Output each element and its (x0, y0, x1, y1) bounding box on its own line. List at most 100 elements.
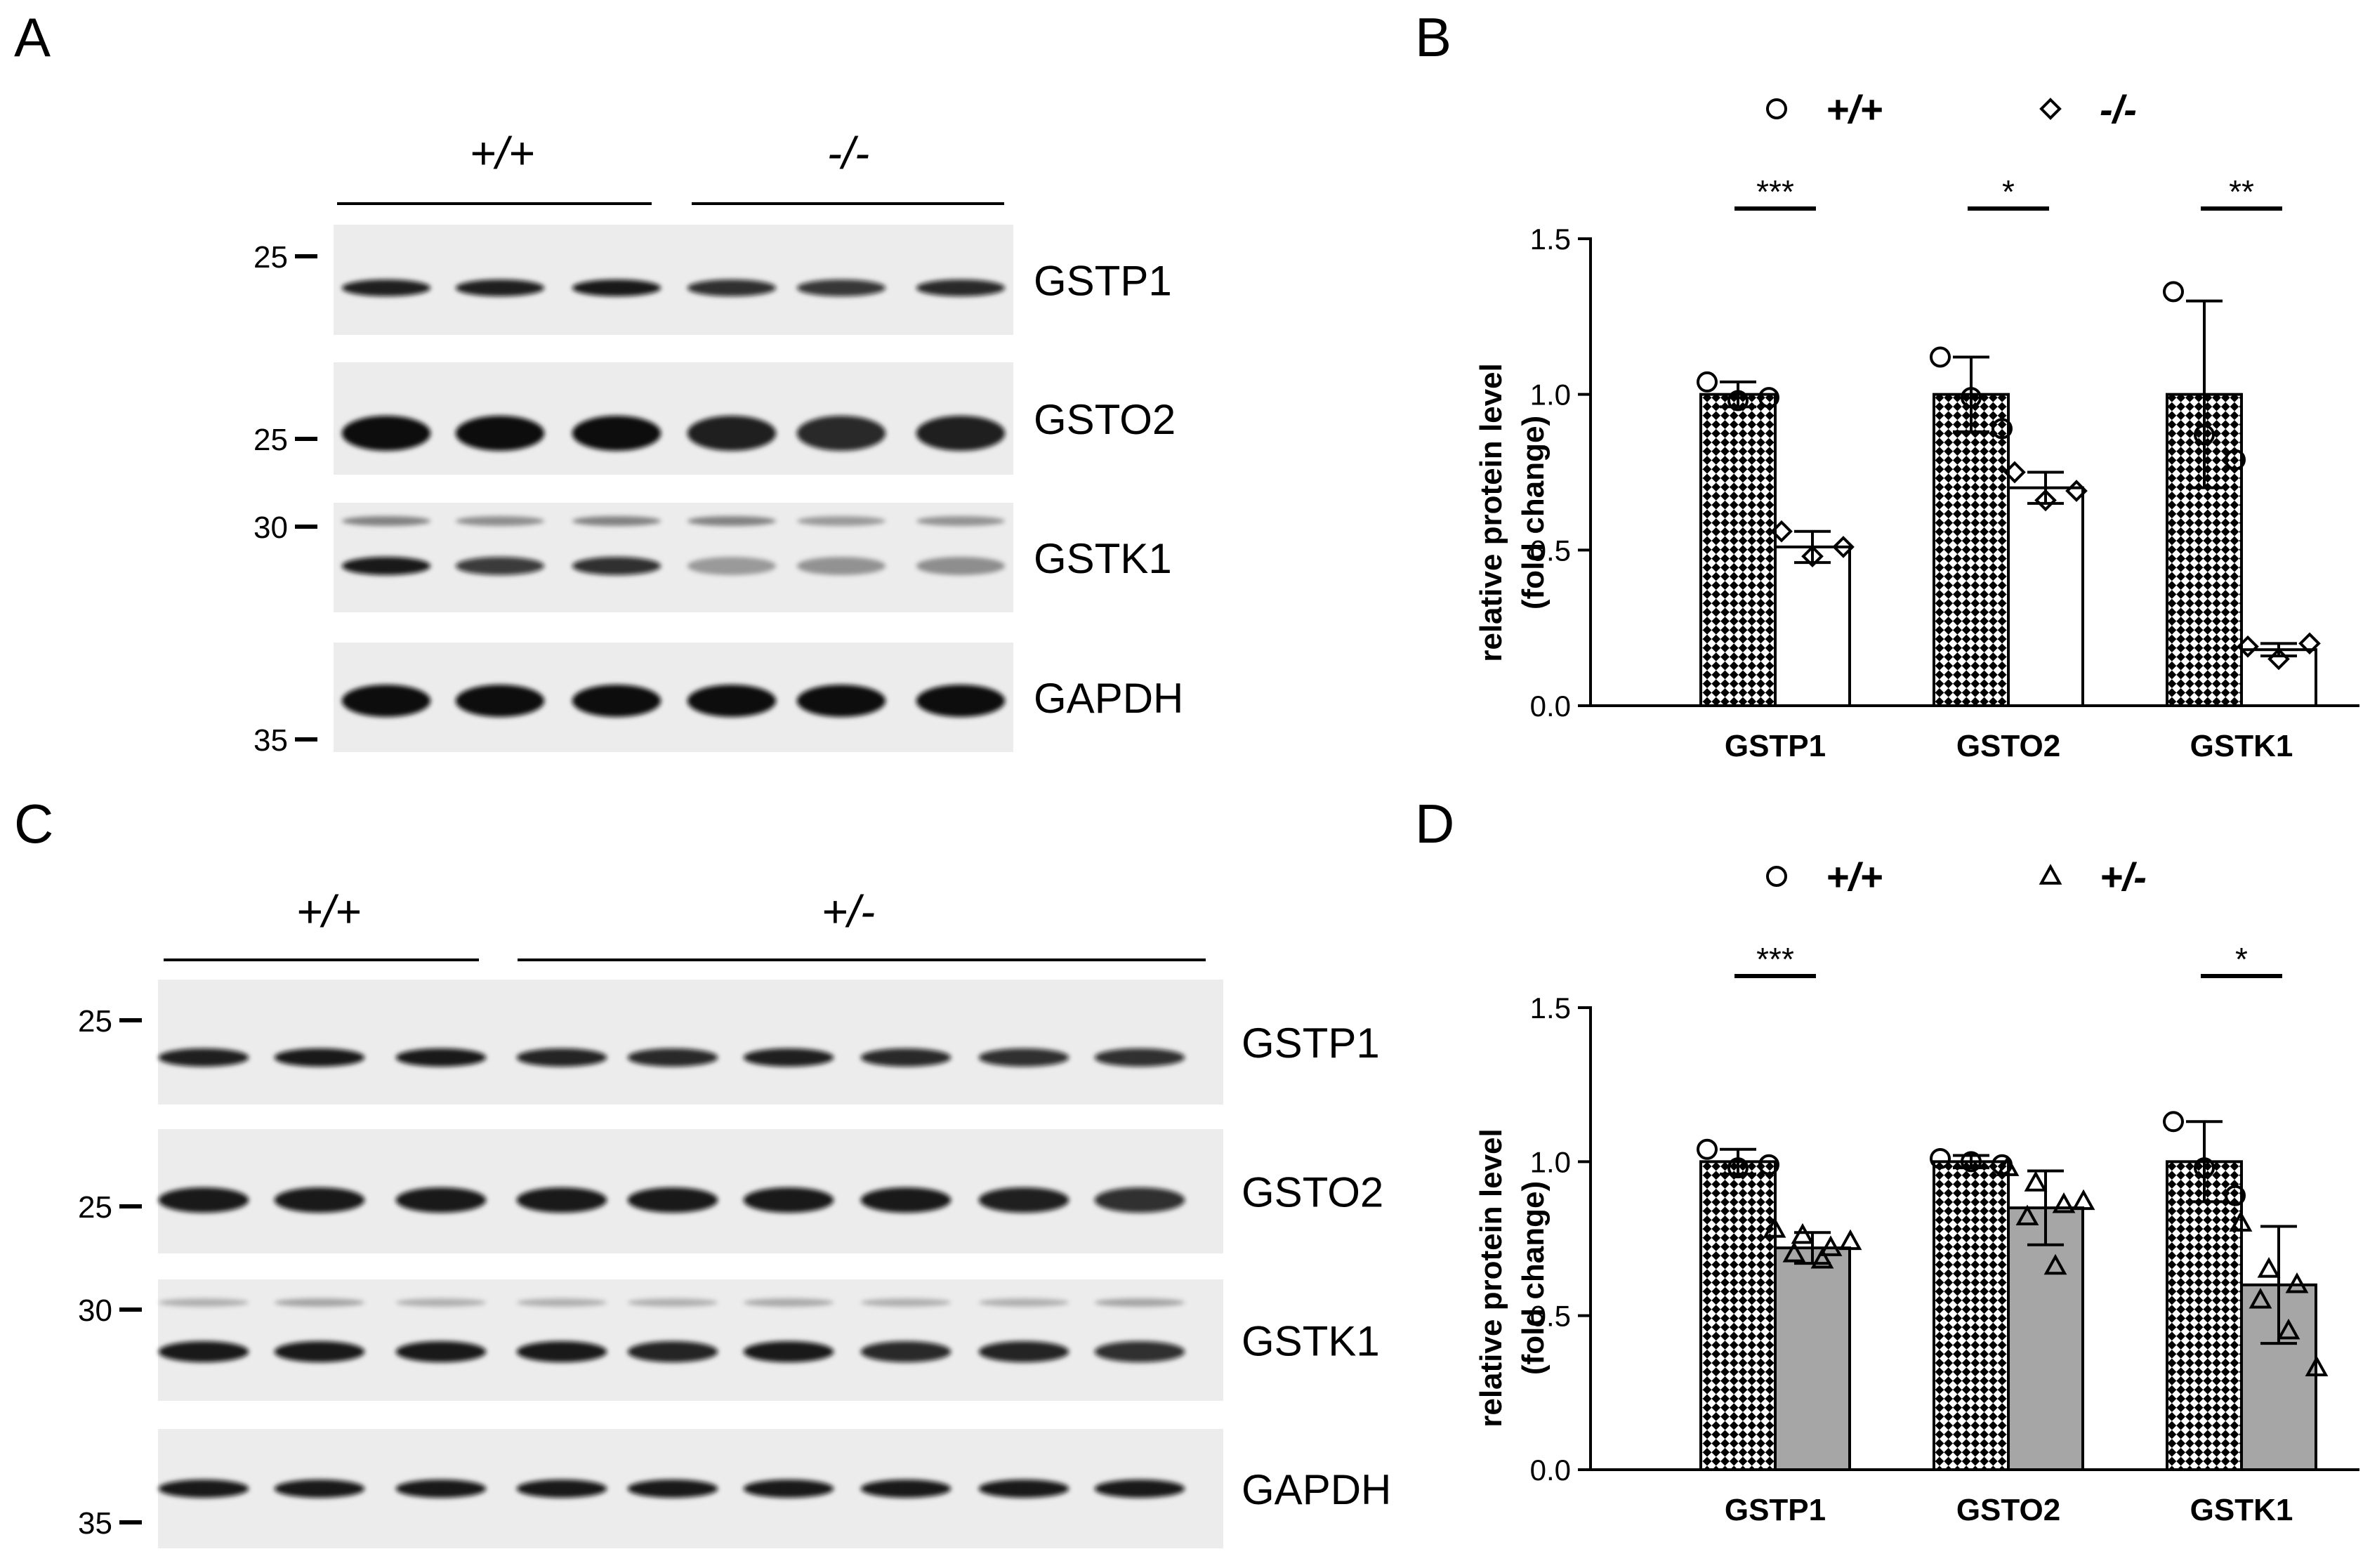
x-tick-label: GSTO2 (1956, 729, 2060, 763)
data-point (1770, 520, 1793, 543)
protein-label: GSTO2 (1034, 396, 1176, 443)
blot-band (395, 1480, 487, 1498)
significance-stars: ** (2229, 173, 2254, 210)
blot-band (1094, 1298, 1185, 1307)
blot-band (516, 1298, 607, 1307)
blot-band (516, 1341, 607, 1362)
blot-band (978, 1480, 1069, 1498)
y-tick-label: 1.0 (1530, 1145, 1571, 1178)
data-point (2034, 489, 2057, 512)
group-label: +/+ (470, 128, 535, 178)
panel-letter-a: A (14, 6, 51, 68)
blot-band (395, 1341, 487, 1362)
y-tick-label: 1.5 (1530, 991, 1571, 1025)
legend-label: +/+ (1826, 855, 1883, 899)
bar-chart-b: relative protein level (fold change) +/+… (1474, 87, 2359, 763)
data-point (2015, 1204, 2039, 1226)
blot-band (627, 1298, 718, 1307)
x-tick-label: GSTK1 (2190, 729, 2293, 763)
blot-band (796, 279, 886, 296)
bar-mutant (2007, 1206, 2084, 1471)
data-point (2043, 1253, 2067, 1275)
group-label: +/- (822, 886, 875, 937)
blot-band (796, 416, 886, 451)
blot-band (627, 1048, 718, 1067)
blot-band (572, 279, 661, 296)
data-point (1727, 390, 1749, 411)
legend-label: -/- (2100, 87, 2137, 131)
blot-band (978, 1048, 1069, 1067)
data-point (1727, 1157, 1749, 1179)
data-point (2257, 1257, 2281, 1278)
blot-band (274, 1341, 365, 1362)
blot-band (916, 279, 1006, 296)
bar-wildtype (1933, 393, 2010, 708)
data-point (1838, 1229, 1862, 1251)
data-point (2052, 1192, 2076, 1213)
data-point (2225, 449, 2246, 470)
y-axis-label: (fold change) (1516, 1181, 1551, 1375)
bar-mutant (1774, 1246, 1851, 1472)
bar-wildtype (1933, 1160, 2010, 1472)
blot-band (796, 516, 886, 526)
x-tick-label: GSTK1 (2190, 1493, 2293, 1527)
blot-band (516, 1187, 607, 1213)
data-point (2249, 1287, 2272, 1309)
bar-wildtype (1699, 393, 1777, 708)
data-point (1697, 371, 1718, 393)
protein-label: GSTK1 (1242, 1318, 1380, 1365)
legend-marker (2039, 98, 2062, 120)
y-tick-label: 0.5 (1530, 1300, 1571, 1333)
blot-band (860, 1298, 952, 1307)
y-tick-label: 1.0 (1530, 378, 1571, 411)
x-tick-label: GSTP1 (1725, 729, 1826, 763)
bar-chart-d: relative protein level (fold change) +/+… (1474, 855, 2359, 1527)
blot-strip (334, 643, 1013, 752)
blot-band (158, 1187, 249, 1213)
data-point (2163, 1111, 2184, 1133)
blot-band (395, 1048, 487, 1067)
blot-band (916, 557, 1006, 575)
x-tick-label: GSTO2 (1956, 1493, 2060, 1527)
blot-band (796, 557, 886, 575)
blot-band (916, 416, 1006, 451)
blot-band (743, 1187, 834, 1213)
data-point (2194, 424, 2215, 446)
blot-band (916, 685, 1006, 717)
blot-band (158, 1341, 249, 1362)
blot-band (572, 416, 661, 451)
significance-stars: * (2235, 941, 2248, 977)
blot-band (341, 416, 431, 451)
blot-band (274, 1298, 365, 1307)
blot-band (274, 1480, 365, 1498)
y-axis-label: relative protein level (1474, 1128, 1508, 1428)
blot-band (627, 1187, 718, 1213)
blot-strip (334, 503, 1013, 612)
blot-band (395, 1298, 487, 1307)
blot-band (341, 279, 431, 296)
data-point (1697, 1138, 1718, 1160)
data-point (1961, 1151, 1982, 1173)
data-point (2024, 1171, 2048, 1192)
data-point (2003, 461, 2026, 484)
data-point (1961, 387, 1982, 409)
data-point (2277, 1318, 2300, 1340)
significance-stars: *** (1756, 941, 1794, 977)
data-point (1819, 1235, 1843, 1256)
blot-band (796, 685, 886, 717)
y-tick-label: 0.0 (1530, 690, 1571, 723)
data-point (2072, 1189, 2095, 1211)
blot-band (743, 1048, 834, 1067)
data-point (2229, 1211, 2253, 1232)
blot-band (978, 1298, 1069, 1307)
mw-marker-label: 25 (254, 240, 288, 275)
y-axis-label: (fold change) (1516, 416, 1551, 610)
blot-band (455, 516, 545, 526)
x-tick-label: GSTP1 (1725, 1493, 1826, 1527)
data-point (2267, 647, 2290, 671)
blot-band (687, 416, 777, 451)
group-label: -/- (827, 128, 869, 178)
significance-stars: *** (1756, 173, 1794, 210)
data-point (2298, 632, 2321, 655)
